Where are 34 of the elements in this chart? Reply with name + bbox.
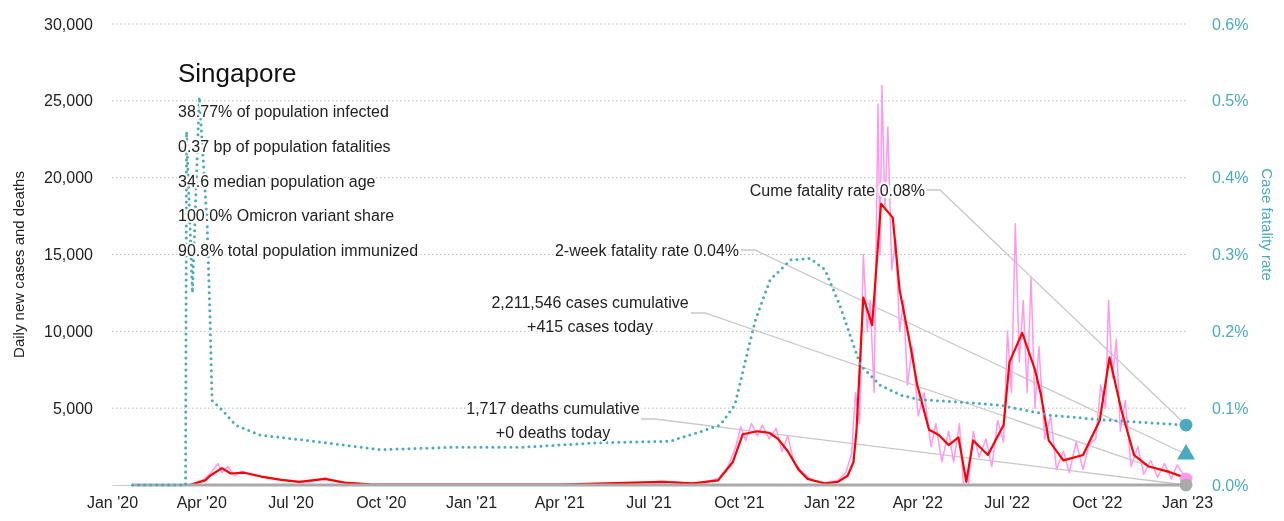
y-tick-label: 5,000 xyxy=(52,399,94,417)
y2-tick-label: 0.1% xyxy=(1212,399,1249,417)
x-tick-label: Jan '20 xyxy=(86,494,139,512)
x-tick-label: Apr '20 xyxy=(176,494,227,512)
x-tick-label: Jul '20 xyxy=(268,494,314,512)
annotation: 1,717 deaths cumulative +0 deaths today xyxy=(466,400,640,441)
annotation: Cume fatality rate 0.08% xyxy=(749,182,925,199)
x-tick-label: Jul '21 xyxy=(626,494,672,512)
y2-tick-label: 0.4% xyxy=(1212,169,1249,187)
x-tick-label: Oct '22 xyxy=(1072,494,1123,512)
y-tick-label: 25,000 xyxy=(44,92,94,110)
x-tick-label: Jan '21 xyxy=(445,494,498,512)
y-tick-label: 15,000 xyxy=(44,246,94,264)
annotation: 2-week fatality rate 0.04% xyxy=(554,242,739,259)
x-tick-label: Jan '22 xyxy=(803,494,856,512)
y-tick-label: 30,000 xyxy=(44,15,94,33)
x-tick-label: Apr '21 xyxy=(534,494,585,512)
x-tick-label: Oct '21 xyxy=(714,494,765,512)
x-tick-label: Oct '20 xyxy=(356,494,407,512)
y-tick-label: 20,000 xyxy=(44,169,94,187)
y2-tick-label: 0.3% xyxy=(1212,246,1249,264)
y2-tick-label: 0.0% xyxy=(1212,476,1249,494)
x-tick-label: Jan '23 xyxy=(1161,494,1214,512)
x-tick-label: Apr '22 xyxy=(892,494,943,512)
y-tick-label: 10,000 xyxy=(44,322,94,340)
y2-tick-label: 0.2% xyxy=(1212,322,1249,340)
annotation: 38.77% of population infected xyxy=(178,103,389,120)
text: Singapore xyxy=(178,58,297,88)
y2-tick-label: 0.6% xyxy=(1212,15,1249,33)
y2-tick-label: 0.5% xyxy=(1212,92,1249,110)
y-axis-title: Daily new cases and deaths xyxy=(10,171,27,358)
y2-axis-title: Case fatality rate xyxy=(1259,168,1276,281)
x-tick-label: Jul '22 xyxy=(984,494,1030,512)
annotation: 2,211,546 cases cumulative +415 cases today xyxy=(491,294,689,335)
